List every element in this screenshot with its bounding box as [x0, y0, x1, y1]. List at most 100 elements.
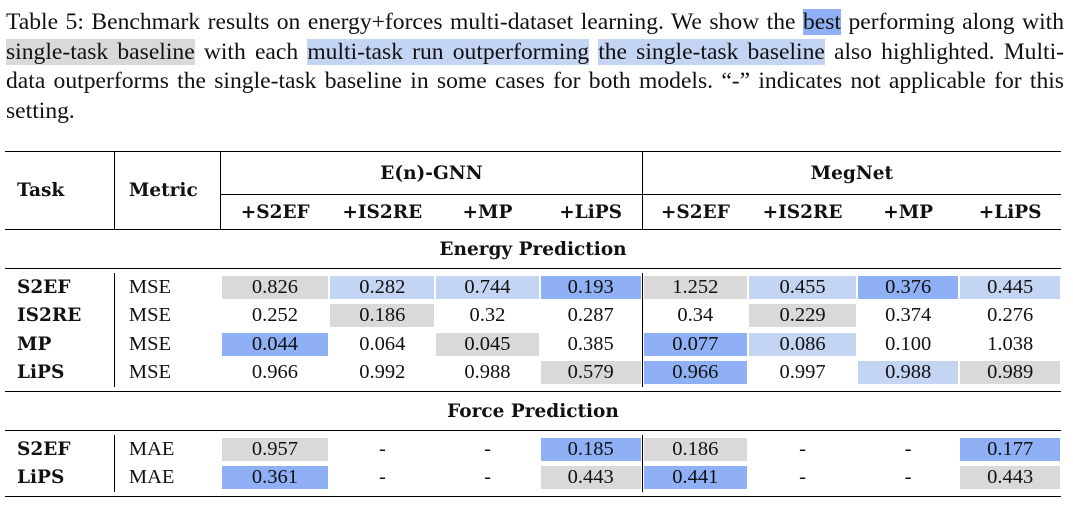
caption-multi-highlight-2: the single-task baseline — [598, 38, 825, 65]
header-group-megnet: MegNet — [641, 152, 1061, 195]
value-cell: - — [857, 464, 959, 493]
cell-value: 0.32 — [469, 304, 506, 327]
value-cell: 0.34 — [641, 301, 748, 330]
value-cell: 0.445 — [959, 273, 1061, 302]
cell-value: - — [799, 437, 806, 460]
cell-value: 0.287 — [567, 304, 614, 327]
caption-multi-highlight: multi-task run outperforming — [307, 38, 590, 65]
cell-value: 0.077 — [643, 332, 747, 356]
value-cell: 1.252 — [641, 273, 748, 302]
value-cell: 0.744 — [435, 273, 539, 302]
value-cell: 0.441 — [641, 463, 748, 492]
cell-value: - — [904, 437, 912, 460]
value-cell: 0.376 — [857, 273, 959, 302]
value-cell: 0.997 — [748, 359, 857, 388]
value-cell: 0.361 — [221, 464, 330, 493]
value-cell: - — [748, 435, 857, 464]
section-title-row: Energy Prediction — [5, 230, 1061, 269]
cell-value: 0.988 — [464, 361, 511, 384]
cell-value: - — [799, 466, 806, 489]
value-cell: - — [857, 435, 959, 464]
column-header: +S2EF — [220, 194, 330, 230]
header-task: Task — [17, 180, 65, 201]
cell-value: 0.086 — [749, 332, 857, 356]
value-cell: 0.193 — [540, 273, 643, 302]
section-title: Energy Prediction — [439, 238, 627, 260]
section-title: Force Prediction — [447, 400, 619, 422]
cell-value: 0.064 — [359, 332, 406, 355]
value-cell: 0.374 — [857, 302, 959, 331]
value-cell: 0.045 — [435, 330, 539, 359]
cell-value: 0.193 — [540, 275, 641, 299]
header-row-1: Task Metric E(n)-GNN MegNet — [5, 152, 1061, 230]
cell-value: 0.185 — [540, 437, 641, 461]
row-task: S2EF — [17, 276, 71, 298]
cell-value: 0.361 — [221, 466, 329, 490]
caption-best-highlight: best — [802, 9, 841, 35]
section-rule — [5, 430, 1061, 431]
cell-value: 0.744 — [436, 275, 539, 299]
cell-value: 0.441 — [643, 466, 747, 490]
value-cell: 0.100 — [857, 330, 959, 359]
value-cell: 0.177 — [959, 435, 1061, 464]
caption-text: also highlighted. Multi-data outperforms… — [6, 38, 1064, 124]
value-cell: 0.988 — [857, 359, 959, 388]
value-cell: 0.186 — [641, 435, 748, 464]
header-metric: Metric — [113, 152, 221, 230]
table-caption: Table 5: Benchmark results on energy+for… — [6, 8, 1064, 126]
table-row: S2EF MAE 0.957 - - 0.185 0.186 - - 0.177 — [5, 435, 1061, 464]
value-cell: 0.989 — [959, 359, 1061, 388]
section-rule — [5, 229, 1061, 230]
value-cell: - — [748, 464, 857, 493]
cell-value: 0.826 — [221, 275, 329, 299]
caption-single-highlight: single-task baseline — [6, 38, 195, 65]
cell-value: 0.443 — [960, 466, 1060, 490]
value-cell: 0.988 — [435, 359, 539, 388]
table-row: LiPS MSE 0.966 0.992 0.988 0.579 0.966 0.997 0.9… — [5, 358, 1061, 388]
value-cell: 0.186 — [329, 302, 435, 331]
table-row: LiPS MAE 0.361- -0.443 0.441- -0.443 — [5, 463, 1061, 493]
column-header: +MP — [883, 201, 934, 223]
value-cell: 0.455 — [748, 273, 857, 302]
value-cell: 0.992 — [329, 359, 435, 388]
table-row: S2EF MSE 0.826 0.282 0.744 0.193 1.252 0.455 0.3… — [5, 273, 1061, 302]
row-task: IS2RE — [17, 305, 82, 327]
value-cell: 1.038 — [959, 330, 1061, 359]
value-cell: 0.282 — [329, 273, 435, 302]
value-cell: 0.185 — [540, 435, 643, 464]
cell-value: 0.177 — [960, 437, 1060, 461]
row-metric: MSE — [113, 301, 221, 330]
cell-value: 0.100 — [885, 332, 932, 355]
cell-value: 0.282 — [330, 275, 435, 299]
row-task: LiPS — [17, 467, 65, 489]
cell-value: 0.34 — [677, 304, 714, 327]
row-task: LiPS — [17, 362, 65, 384]
cell-value: 0.455 — [749, 275, 857, 299]
caption-text: with each — [194, 38, 308, 65]
cell-value: 0.989 — [960, 361, 1060, 385]
value-cell: 0.385 — [540, 330, 643, 359]
value-cell: 0.966 — [641, 358, 748, 387]
column-header: +MP — [462, 201, 513, 223]
cell-value: 0.992 — [359, 361, 406, 384]
cell-value: 0.966 — [251, 361, 299, 384]
row-task: MP — [17, 333, 52, 355]
value-cell: 0.086 — [748, 330, 857, 359]
row-metric: MSE — [113, 330, 221, 359]
cell-value: 0.445 — [960, 275, 1060, 299]
column-header: +S2EF — [641, 194, 748, 230]
cell-value: 0.579 — [540, 361, 641, 385]
value-cell: 0.826 — [221, 273, 330, 302]
row-metric: MAE — [113, 435, 221, 464]
section-title-row: Force Prediction — [5, 392, 1061, 431]
cell-value: 0.997 — [779, 361, 826, 384]
value-cell: 0.077 — [641, 330, 748, 359]
section-rule — [5, 268, 1061, 269]
caption-space — [589, 39, 598, 65]
cell-value: 0.044 — [221, 332, 329, 356]
cell-value: - — [378, 466, 386, 489]
value-cell: 0.252 — [221, 302, 330, 331]
cell-value: 0.374 — [885, 304, 932, 327]
section-rule — [5, 391, 1061, 392]
results-table: Task Metric E(n)-GNN MegNet +S2EF +IS2RE +… — [5, 151, 1061, 497]
